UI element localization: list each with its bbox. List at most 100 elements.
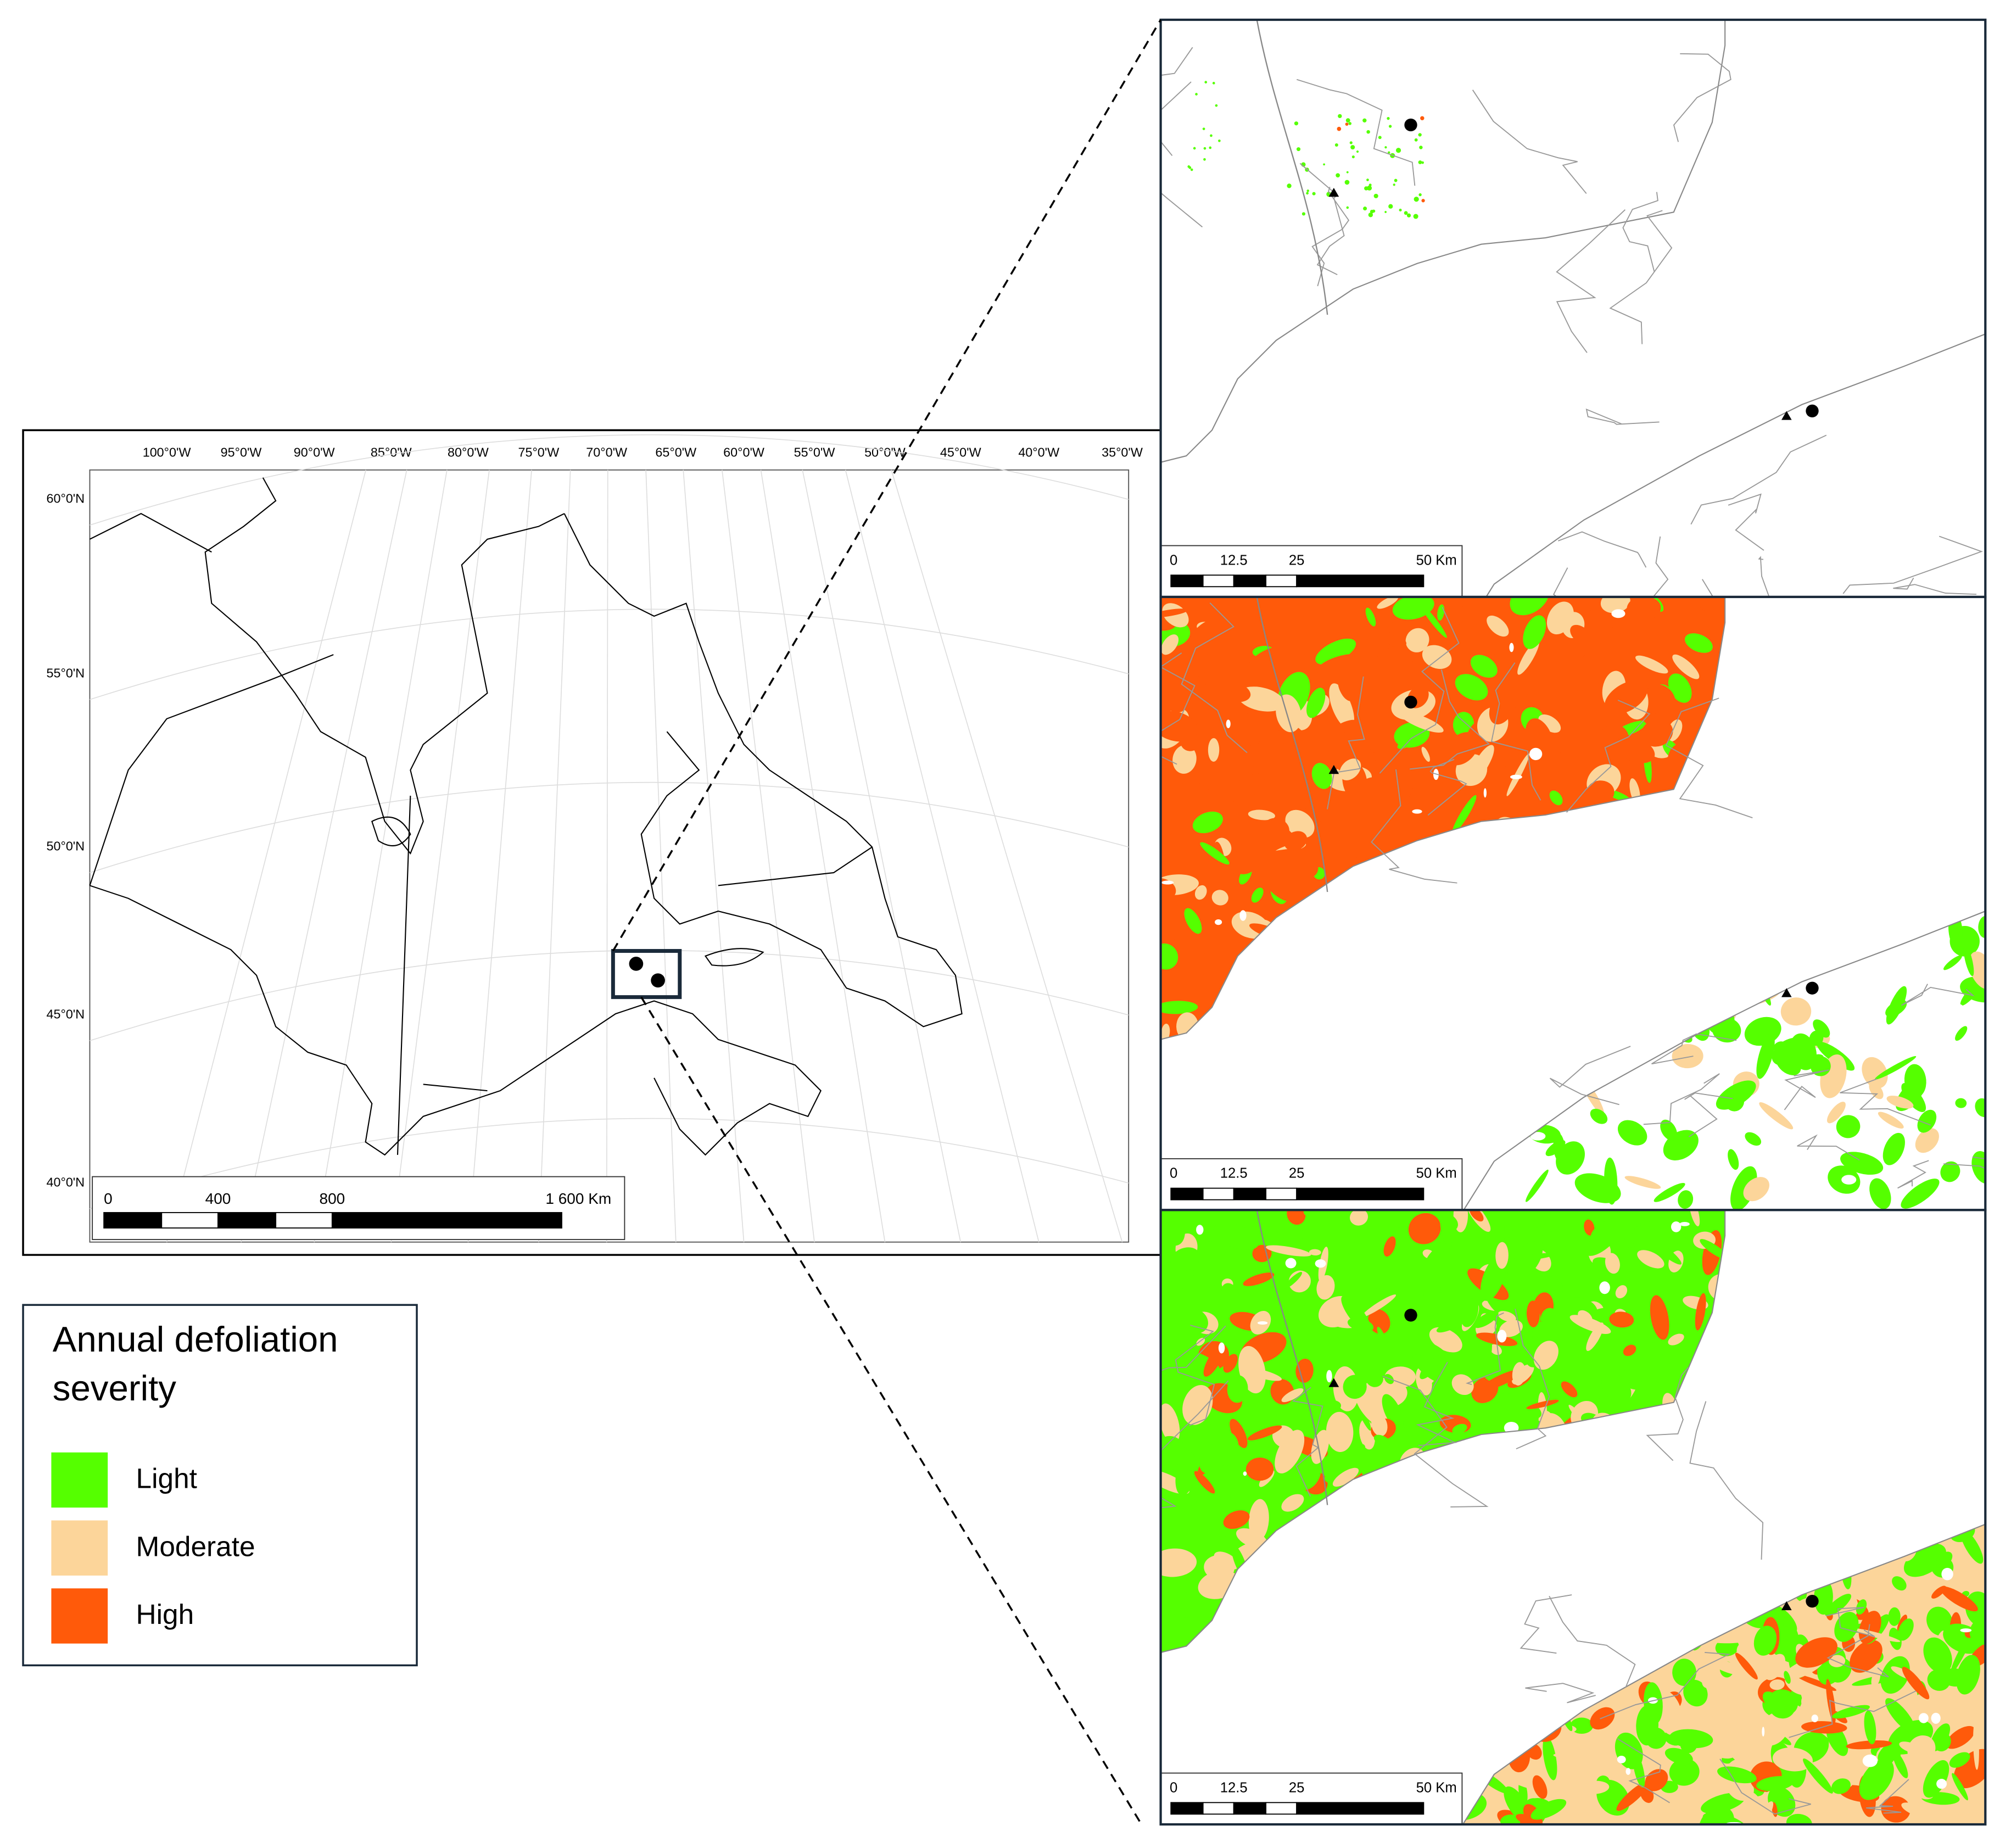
defoliation-patch [1334,143,1338,147]
inset-panel: 0 12.5 25 50 Km [1159,595,1987,1211]
site-marker [1806,981,1819,995]
defoliation-patch [1160,711,1198,742]
defoliation-patch [1605,1253,1620,1274]
defoliation-patch [1388,204,1393,209]
defoliation-patch [1297,1399,1342,1421]
longitude-label: 90°0'W [294,445,335,460]
defoliation-patch [1578,1310,1593,1324]
boundary-line [1719,1758,1811,1814]
defoliation-patch [1659,1224,1695,1250]
longitude-label: 55°0'W [794,445,835,460]
defoliation-patch [1624,1358,1649,1384]
scale-bar-label: 12.5 [1220,1780,1248,1795]
defoliation-patch [1661,615,1670,625]
defoliation-patch [1329,683,1355,729]
defoliation-patch [1940,1161,1960,1182]
defoliation-patch [1689,1271,1706,1285]
defoliation-patch [1193,147,1196,150]
defoliation-patch [1368,213,1373,217]
defoliation-patch [1888,1607,1901,1626]
defoliation-patch [1881,1796,1911,1823]
defoliation-patch [1366,1370,1383,1387]
defoliation-patch [1534,775,1546,785]
defoliation-patch [1609,1311,1634,1328]
boundary-line [1840,1078,1931,1126]
river [1256,20,1328,315]
defoliation-patch [1199,1444,1221,1473]
defoliation-patch [1200,842,1230,865]
boundary-line [1866,1779,1909,1814]
latitude-label: 40°0'N [47,1175,85,1189]
defoliation-patch [1650,1295,1669,1340]
gap [1936,1778,1947,1789]
defoliation-patch [1526,1169,1549,1202]
defoliation-patch [1236,1528,1267,1549]
defoliation-patch [1641,719,1673,747]
defoliation-patch [1194,1471,1215,1494]
defoliation-patch [1312,192,1316,196]
gap [1617,1755,1626,1763]
defoliation-patch [1336,173,1340,178]
defoliation-patch [1923,1760,1949,1798]
defoliation-patch [1306,189,1310,192]
defoliation-patch [1339,758,1361,780]
defoliation-patch [1901,1179,1940,1209]
defoliation-patch [1836,1115,1861,1138]
defoliation-patch [1344,180,1350,185]
defoliation-patch [1245,1458,1274,1481]
defoliation-patch [1623,1344,1636,1356]
defoliation-patch [1201,945,1231,983]
defoliation-patch [1223,1354,1238,1373]
defoliation-patch [1579,1780,1610,1794]
site-marker [1781,1601,1792,1610]
defoliation-patch [1346,206,1349,209]
graticule [606,470,608,1242]
defoliation-patch [1408,1213,1441,1244]
defoliation-patch [1490,1344,1502,1355]
defoliation-patch [1955,1098,1967,1108]
defoliation-patch [1452,795,1477,834]
defoliation-patch [1668,1296,1680,1316]
defoliation-patch [1248,809,1276,820]
defoliation-patch [1683,1679,1708,1707]
boundary-line [1382,1375,1489,1508]
panel-content [1160,20,1986,597]
defoliation-patch [1160,774,1174,788]
defoliation-patch [1188,166,1192,169]
defoliation-patch [1362,118,1367,123]
inset-panel: 0 12.5 25 50 Km [1159,18,1987,599]
defoliation-patch [1728,1149,1739,1170]
defoliation-patch [1469,624,1492,648]
defoliation-patch [1590,1108,1608,1124]
graticule [90,781,1129,873]
defoliation-patch [1892,1576,1907,1591]
gap [1762,1727,1765,1737]
defoliation-patch [1214,1551,1239,1570]
defoliation-patch [1249,761,1275,800]
defoliation-patch [1545,1140,1566,1157]
defoliation-patch [1160,1548,1197,1577]
defoliation-patch [1371,1414,1388,1437]
boundary-line [1684,1092,1733,1137]
defoliation-patch [1248,744,1277,783]
defoliation-patch [1795,1637,1837,1668]
defoliation-patch [1738,1681,1758,1700]
defoliation-patch [1616,1686,1649,1711]
gap [1326,1370,1332,1383]
defoliation-patch [1564,652,1588,691]
defoliation-patch [1869,1178,1891,1209]
defoliation-patch [1233,835,1267,874]
defoliation-patch [1404,211,1408,215]
defoliation-patch [1166,697,1186,713]
defoliation-patch [1834,1612,1859,1642]
defoliation-patch [1623,1210,1642,1229]
site-marker [1328,764,1339,774]
defoliation-patch [1570,624,1593,645]
defoliation-patch [1523,615,1546,649]
scale-bar-segment [1170,574,1204,588]
defoliation-patch [1451,1374,1474,1395]
defoliation-patch [1610,1784,1624,1804]
defoliation-patch [1902,1667,1930,1700]
gap [1161,880,1174,885]
